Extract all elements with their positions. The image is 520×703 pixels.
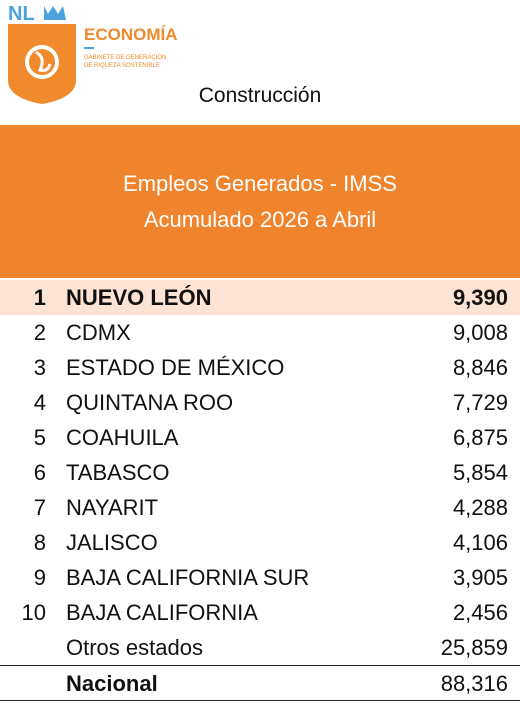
value: 8,846 [452,355,508,380]
state-name: NUEVO LEÓN [66,285,212,310]
total-name: Nacional [66,671,158,696]
brand-dash [84,47,94,49]
state-name: BAJA CALIFORNIA SUR [66,565,310,590]
value: 3,905 [452,565,508,590]
rank: 8 [33,530,46,555]
banner-line: Acumulado 2026 a Abril [143,207,377,232]
table-row: 5 COAHUILA 6,875 [0,420,520,455]
logo-emblem [35,50,52,72]
rank: 7 [33,495,46,520]
table-row: 8 JALISCO 4,106 [0,525,520,560]
rank: 5 [33,425,46,450]
logo-emblem [25,45,59,79]
state-name: BAJA CALIFORNIA [66,600,258,625]
title: Construcción [198,84,322,107]
table-row: 7 NAYARIT 4,288 [0,490,520,525]
state-name: JALISCO [66,530,158,555]
state-name: COAHUILA [66,425,179,450]
state-name: TABASCO [66,460,170,485]
state-name: CDMX [66,320,131,345]
rule [0,665,520,666]
rank: 9 [33,565,46,590]
logo: NL ECONOMÍA GABINETE DE GENERACIÓN DE RI… [8,3,178,104]
banner: Empleos Generados - IMSS Acumulado 2026 … [0,125,520,278]
value: 2,456 [452,600,508,625]
brand: ECONOMÍA [84,25,178,44]
state-name: ESTADO DE MÉXICO [66,355,285,380]
value: 4,288 [452,495,508,520]
table-row: 2 CDMX 9,008 [0,315,520,350]
logo-text: NL [8,3,35,25]
table-row: Otros estados 25,859 [0,630,520,665]
rank: 3 [33,355,46,380]
value: 5,854 [452,460,508,485]
value: 6,875 [452,425,508,450]
table-row: 3 ESTADO DE MÉXICO 8,846 [0,350,520,385]
table-row: 1 NUEVO LEÓN 9,390 [0,280,520,315]
value: 4,106 [452,530,508,555]
value: 9,008 [452,320,508,345]
tagline: GABINETE DE GENERACIÓN [84,54,166,61]
table-row: 10 BAJA CALIFORNIA 2,456 [0,595,520,630]
state-name: QUINTANA ROO [66,390,234,415]
total-value: 88,316 [440,671,508,696]
rank: 1 [33,285,46,310]
value: 25,859 [440,635,508,660]
state-name: Otros estados [66,635,203,660]
table-row: 9 BAJA CALIFORNIA SUR 3,905 [0,560,520,595]
table-row: 4 QUINTANA ROO 7,729 [0,385,520,420]
table-row: 6 TABASCO 5,854 [0,455,520,490]
logo-crown [44,6,66,20]
value: 7,729 [452,390,508,415]
total-row: Nacional 88,316 [0,666,520,701]
rank: 4 [33,390,46,415]
banner-line: Empleos Generados - IMSS [123,171,397,196]
rank: 6 [33,460,46,485]
tagline: DE RIQUEZA SOSTENIBLE [84,63,160,69]
rank: 10 [21,600,46,625]
value: 9,390 [452,285,508,310]
rank: 2 [33,320,46,345]
state-name: NAYARIT [66,495,159,520]
rule [0,700,520,701]
